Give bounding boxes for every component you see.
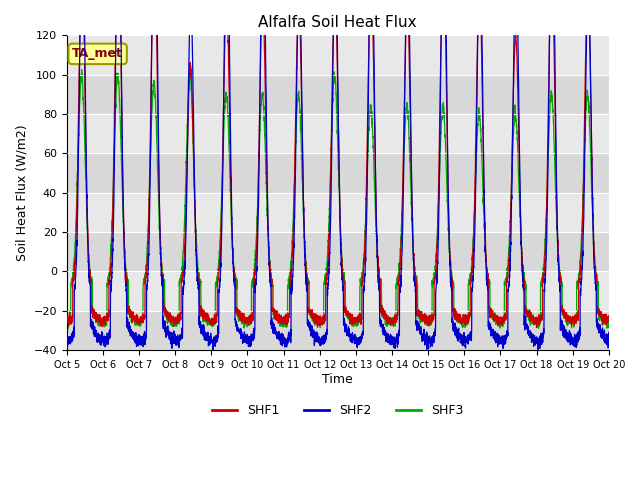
Bar <box>67 153 609 192</box>
Y-axis label: Soil Heat Flux (W/m2): Soil Heat Flux (W/m2) <box>15 124 28 261</box>
Bar <box>67 114 609 153</box>
Legend: SHF1, SHF2, SHF3: SHF1, SHF2, SHF3 <box>207 399 469 422</box>
Bar <box>67 232 609 271</box>
Text: TA_met: TA_met <box>72 48 123 60</box>
Title: Alfalfa Soil Heat Flux: Alfalfa Soil Heat Flux <box>259 15 417 30</box>
Bar <box>67 271 609 311</box>
X-axis label: Time: Time <box>323 372 353 385</box>
Bar <box>67 311 609 350</box>
Bar <box>67 192 609 232</box>
Bar <box>67 36 609 75</box>
Bar <box>67 75 609 114</box>
